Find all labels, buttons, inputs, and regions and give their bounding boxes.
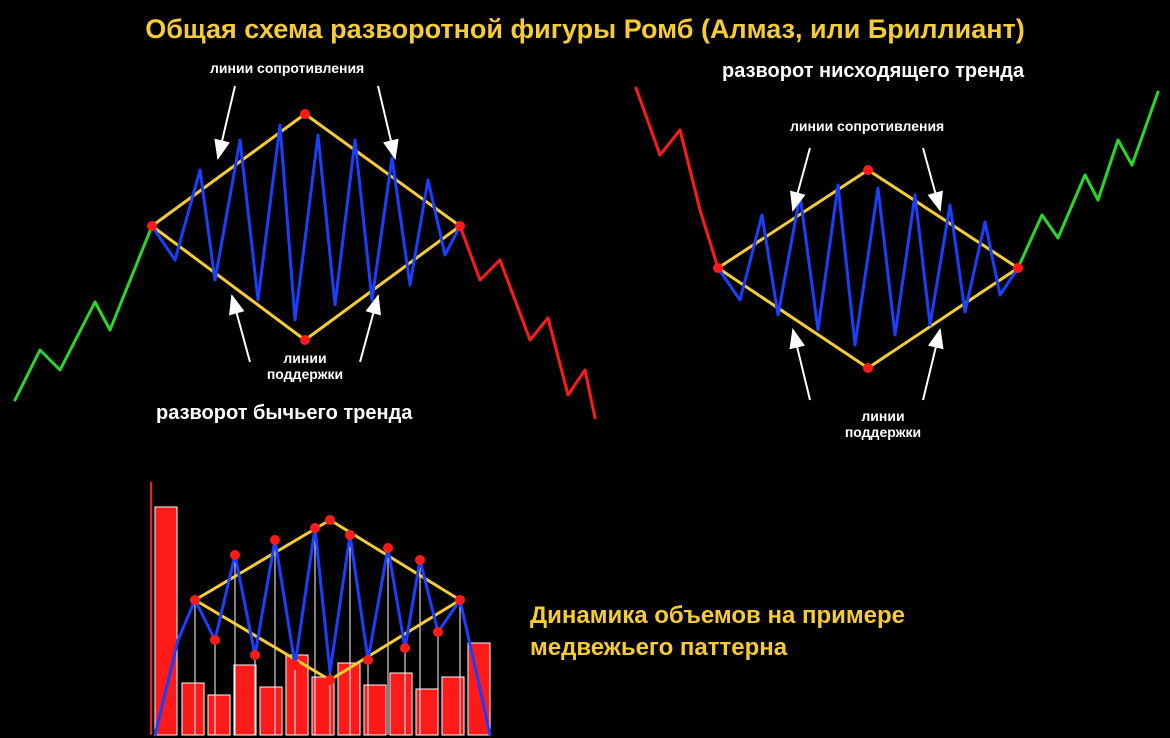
right-dot-2 bbox=[713, 263, 723, 273]
volume-dot-6 bbox=[383, 543, 393, 553]
volume-bar-9 bbox=[390, 673, 412, 735]
volume-bar-1 bbox=[182, 683, 204, 735]
right-uptrend bbox=[1018, 92, 1158, 268]
volume-bar-4 bbox=[260, 687, 282, 735]
volume-bar-11 bbox=[442, 677, 464, 735]
volume-dot-10 bbox=[250, 650, 260, 660]
volume-dot-1 bbox=[230, 550, 240, 560]
left-res-arrow-1 bbox=[378, 86, 395, 158]
diagram-svg bbox=[0, 0, 1170, 738]
volume-dot-4 bbox=[325, 515, 335, 525]
volume-dot-3 bbox=[310, 523, 320, 533]
volume-dot-0 bbox=[190, 595, 200, 605]
left-res-arrow-0 bbox=[218, 86, 235, 158]
volume-dot-5 bbox=[345, 530, 355, 540]
volume-dot-13 bbox=[363, 655, 373, 665]
volume-dot-7 bbox=[415, 555, 425, 565]
right-dot-3 bbox=[1013, 263, 1023, 273]
volume-dot-14 bbox=[400, 643, 410, 653]
volume-dot-2 bbox=[270, 535, 280, 545]
right-diamond bbox=[718, 170, 1018, 368]
right-price bbox=[718, 185, 1018, 345]
left-sup-arrow-0 bbox=[232, 296, 250, 362]
right-dot-0 bbox=[863, 165, 873, 175]
right-sup-arrow-0 bbox=[793, 330, 810, 400]
diagram-stage: Общая схема разворотной фигуры Ромб (Алм… bbox=[0, 0, 1170, 738]
volume-dot-12 bbox=[325, 675, 335, 685]
volume-dot-9 bbox=[210, 635, 220, 645]
volume-bar-3 bbox=[234, 665, 256, 735]
left-price bbox=[152, 125, 460, 320]
right-downtrend bbox=[636, 88, 718, 268]
volume-bar-2 bbox=[208, 695, 230, 735]
left-dot-2 bbox=[147, 221, 157, 231]
volume-dot-15 bbox=[433, 627, 443, 637]
left-dot-1 bbox=[300, 335, 310, 345]
right-res-arrow-1 bbox=[923, 148, 940, 210]
volume-bar-10 bbox=[416, 689, 438, 735]
volume-bar-0 bbox=[155, 507, 177, 735]
volume-dot-11 bbox=[290, 660, 300, 670]
left-dot-0 bbox=[300, 109, 310, 119]
left-dot-3 bbox=[455, 221, 465, 231]
right-sup-arrow-1 bbox=[923, 330, 940, 400]
left-uptrend bbox=[15, 226, 152, 400]
left-sup-arrow-1 bbox=[360, 296, 378, 362]
left-downtrend bbox=[460, 226, 595, 418]
volume-dot-8 bbox=[455, 595, 465, 605]
volume-bar-8 bbox=[364, 685, 386, 735]
right-dot-1 bbox=[863, 363, 873, 373]
